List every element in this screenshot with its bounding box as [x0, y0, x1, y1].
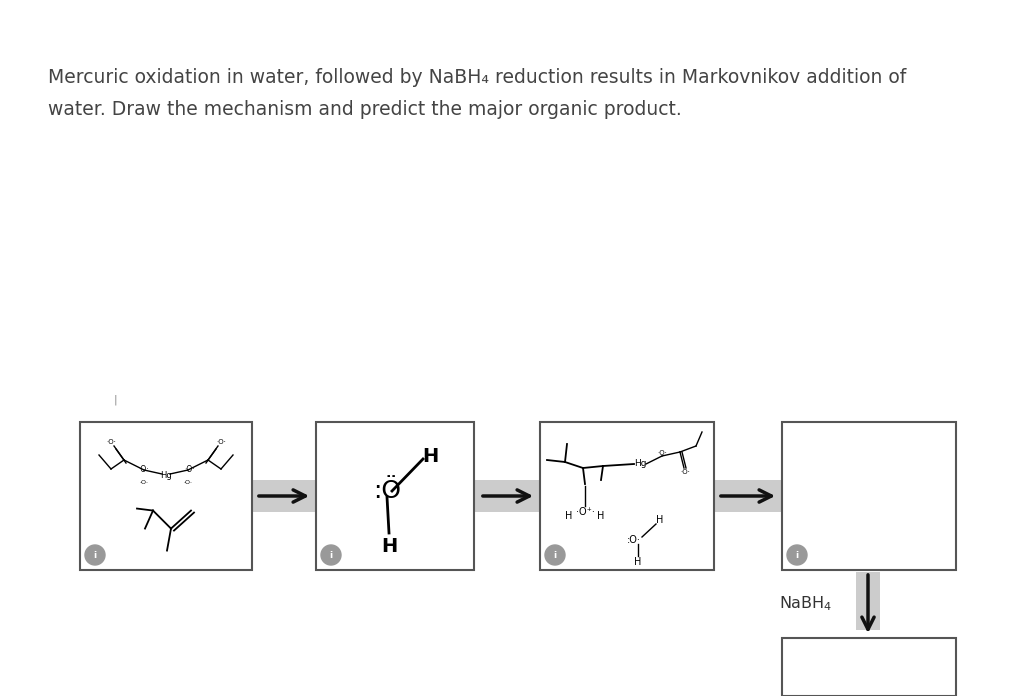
Text: ·O⁺·: ·O⁺· [575, 507, 595, 517]
Text: NaBH$_4$: NaBH$_4$ [778, 594, 831, 613]
Text: Hg: Hg [160, 471, 172, 480]
Bar [80, 422, 252, 570]
Bar [856, 572, 880, 630]
Text: :Ö: :Ö [373, 479, 401, 503]
Text: H: H [634, 557, 642, 567]
Bar [248, 480, 786, 512]
Text: H: H [597, 511, 605, 521]
Circle shape [321, 545, 341, 565]
Text: |: | [114, 395, 117, 405]
Text: Mercuric oxidation in water, followed by NaBH₄ reduction results in Markovnikov : Mercuric oxidation in water, followed by… [48, 68, 906, 87]
Text: ·O·: ·O· [680, 469, 690, 475]
Text: ·O·: ·O· [183, 480, 193, 484]
Circle shape [545, 545, 565, 565]
Text: H: H [422, 447, 438, 466]
Text: H: H [381, 537, 397, 557]
Text: ·O·: ·O· [139, 480, 148, 484]
Bar [316, 422, 474, 570]
Bar [782, 638, 956, 696]
Text: ·O·: ·O· [106, 439, 116, 445]
Text: H: H [565, 511, 572, 521]
Text: i: i [93, 551, 96, 560]
Text: water. Draw the mechanism and predict the major organic product.: water. Draw the mechanism and predict th… [48, 100, 682, 119]
Bar [782, 422, 956, 570]
Text: :O·: :O· [627, 535, 641, 545]
Text: ·O·: ·O· [183, 464, 195, 473]
Bar [540, 422, 714, 570]
Circle shape [787, 545, 807, 565]
Text: i: i [796, 551, 799, 560]
Text: H: H [656, 515, 664, 525]
Text: i: i [330, 551, 333, 560]
Text: Hg: Hg [634, 459, 646, 468]
Text: ·O·: ·O· [216, 439, 226, 445]
Text: i: i [553, 551, 557, 560]
Circle shape [85, 545, 105, 565]
Text: ·O·: ·O· [137, 464, 148, 473]
Text: ·O·: ·O· [657, 450, 667, 456]
